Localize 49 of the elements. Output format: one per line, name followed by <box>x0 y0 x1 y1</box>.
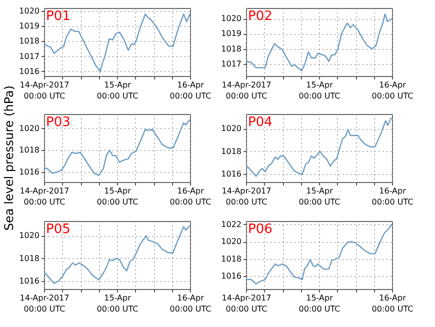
y-tick-label: 1019 <box>221 29 242 38</box>
x-tick-label: 14-Apr-2017 00:00 UTC <box>20 294 70 314</box>
x-tick-label: 15-Apr 00:00 UTC <box>298 186 341 206</box>
y-axis-title: Sea level pressure (hPa) <box>2 85 16 231</box>
y-tick-label: 1019 <box>19 22 40 31</box>
y-tick-label: 1018 <box>221 44 242 54</box>
x-tick-label: 16-Apr 00:00 UTC <box>372 294 414 314</box>
y-tick-label: 1017 <box>221 59 242 68</box>
y-tick-label: 1020 <box>221 14 242 24</box>
x-tick-label: 16-Apr 00:00 UTC <box>170 294 212 314</box>
y-tick-label: 1020 <box>19 6 40 16</box>
x-tick-label: 15-Apr 00:00 UTC <box>298 294 341 314</box>
y-tick-label: 1020 <box>19 124 40 133</box>
chart-title: P05 <box>46 222 70 237</box>
y-tick-label: 1018 <box>221 146 242 156</box>
x-tick-label: 14-Apr-2017 00:00 UTC <box>20 186 70 206</box>
x-tick-label: 14-Apr-2017 00:00 UTC <box>20 80 70 100</box>
y-tick-label: 1016 <box>221 170 242 179</box>
x-tick-label: 15-Apr 00:00 UTC <box>96 80 139 100</box>
chart-title: P02 <box>248 9 272 24</box>
chart-title: P06 <box>248 222 272 237</box>
x-tick-label: 14-Apr-2017 00:00 UTC <box>222 186 272 206</box>
chart-title: P04 <box>248 115 272 130</box>
x-tick-label: 16-Apr 00:00 UTC <box>372 80 414 100</box>
y-tick-label: 1018 <box>221 254 242 264</box>
x-tick-label: 15-Apr 00:00 UTC <box>96 186 139 206</box>
x-tick-label: 15-Apr 00:00 UTC <box>96 294 139 314</box>
y-tick-label: 1018 <box>19 146 40 155</box>
y-tick-label: 1020 <box>221 124 242 134</box>
y-tick-label: 1020 <box>19 231 40 240</box>
y-tick-label: 1016 <box>19 66 40 76</box>
y-tick-label: 1017 <box>19 52 40 61</box>
y-tick-label: 1018 <box>19 36 40 46</box>
x-tick-label: 14-Apr-2017 00:00 UTC <box>222 80 272 100</box>
x-tick-label: 14-Apr-2017 00:00 UTC <box>222 294 272 314</box>
x-tick-label: 16-Apr 00:00 UTC <box>170 80 212 100</box>
y-tick-label: 1016 <box>19 276 40 286</box>
y-tick-label: 1022 <box>221 220 242 229</box>
chart-title: P03 <box>46 115 70 130</box>
line-series <box>246 118 392 177</box>
x-tick-label: 16-Apr 00:00 UTC <box>372 186 414 206</box>
y-tick-label: 1016 <box>19 168 40 177</box>
y-tick-label: 1016 <box>221 272 242 281</box>
x-tick-label: 15-Apr 00:00 UTC <box>298 80 341 100</box>
x-tick-label: 16-Apr 00:00 UTC <box>170 186 212 206</box>
y-tick-label: 1020 <box>221 237 242 246</box>
y-tick-label: 1018 <box>19 254 40 263</box>
line-series <box>44 224 190 284</box>
chart-title: P01 <box>46 9 70 24</box>
